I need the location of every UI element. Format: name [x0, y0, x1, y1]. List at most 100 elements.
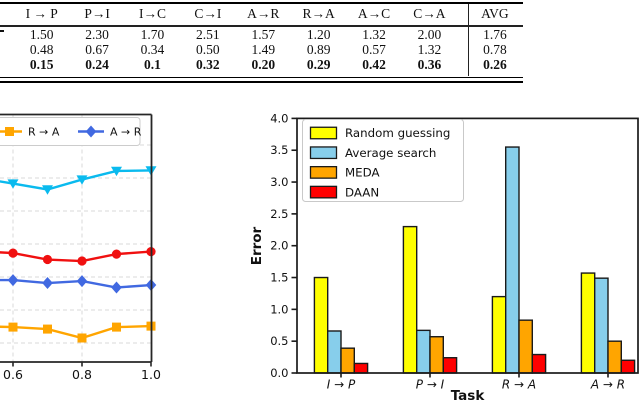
x-axis-category-label: P → I	[416, 378, 445, 392]
table-spacer-cell	[457, 6, 468, 21]
data-point-marker	[43, 324, 52, 334]
data-point-marker	[77, 256, 87, 266]
legend-swatch	[309, 185, 338, 199]
x-axis-title: Task	[451, 388, 486, 404]
bar-average-search	[594, 277, 609, 374]
line-series	[0, 250, 152, 263]
x-axis-tick-label: 0.8	[72, 367, 92, 382]
legend-label: Average search	[345, 146, 436, 160]
y-axis-tick-label: 0.5	[270, 334, 288, 348]
legend-swatch	[309, 146, 338, 160]
data-point-marker	[42, 277, 53, 290]
table-row: 1.50 2.30 1.70 2.51 1.57 1.20 1.32 2.00 1.76	[14, 27, 521, 42]
bar-meda	[607, 340, 623, 374]
data-point-marker	[7, 179, 19, 189]
table-header-cell: A→C	[357, 6, 391, 21]
table-bottom-rule-1	[0, 76, 523, 78]
table-cell: 1.32	[362, 26, 386, 42]
bar-daan	[353, 362, 369, 374]
table-cell: 0.57	[362, 41, 386, 57]
table-cell: 1.57	[251, 26, 276, 42]
table-row: 0.15 0.24 0.1 0.32 0.20 0.29 0.42 0.36 0.26	[14, 57, 521, 72]
table-cell: 0.48	[29, 41, 54, 57]
bar-meda	[518, 319, 534, 374]
y-axis-tick-label: 4.0	[270, 111, 288, 125]
data-point-marker	[77, 333, 87, 343]
bar-meda	[429, 336, 445, 374]
bar-daan	[442, 357, 458, 374]
clipped-row-label-fragment	[0, 30, 4, 32]
table-cell: 1.76	[483, 26, 507, 42]
table-cell: 0.24	[85, 56, 109, 72]
legend-label: Random guessing	[345, 126, 450, 140]
table-cell: 1.20	[306, 26, 331, 42]
table-cell: 0.15	[29, 56, 54, 72]
table-cell: 0.78	[483, 41, 507, 57]
legend-box	[302, 119, 464, 202]
table-cell: 0.42	[362, 56, 386, 72]
table-header-rule	[0, 25, 523, 27]
bar-meda	[340, 347, 356, 374]
data-point-marker	[76, 175, 88, 185]
table-spacer-cell	[457, 42, 468, 57]
table-header-cell: C→A	[413, 6, 446, 21]
table-cell: 0.34	[140, 41, 165, 57]
table-cell: 2.30	[85, 26, 109, 42]
legend-label: DAAN	[345, 185, 379, 199]
x-axis-category-label: I → P	[327, 378, 356, 392]
line-series	[0, 169, 152, 191]
bar-average-search	[416, 329, 431, 374]
bar-random-guessing	[313, 276, 329, 374]
x-axis-tick-label: 1.0	[141, 367, 161, 382]
line-series	[0, 278, 152, 289]
table-header-cell: I → P	[25, 6, 58, 21]
table-header-row: I → P P→I I→C C→I A→R R→A A→C C→A AVG	[14, 6, 521, 21]
x-axis-category-label: R → A	[502, 378, 536, 392]
table-header-cell: AVG	[481, 6, 509, 21]
y-axis-tick-label: 1.5	[270, 271, 288, 285]
data-point-marker	[42, 185, 53, 195]
data-point-marker	[112, 322, 121, 332]
bar-average-search	[327, 330, 342, 374]
data-point-marker	[5, 127, 14, 136]
line-series	[0, 324, 152, 340]
bar-chart: 0.0 0.5 1.0 1.5 2.0 2.5 3.0 3.5 4.0 I → P P → I R →…	[249, 111, 639, 404]
table-cell: 0.36	[417, 56, 442, 72]
table-header-cell: I→C	[138, 6, 166, 21]
bar-random-guessing	[580, 272, 596, 374]
data-point-marker	[8, 248, 18, 258]
y-axis-tick-label: 3.5	[270, 143, 288, 157]
table-cell: 0.32	[196, 56, 220, 72]
data-point-marker	[111, 281, 122, 294]
table-spacer-cell	[457, 27, 468, 42]
y-axis-tick-label: 1.0	[270, 302, 288, 316]
table-cell: 0.50	[196, 41, 220, 57]
bar-daan	[620, 359, 636, 374]
table-cell: 1.49	[251, 41, 276, 57]
table-row: 0.48 0.67 0.34 0.50 1.49 0.89 0.57 1.32 0.78	[14, 42, 521, 57]
x-axis-category-label: A → R	[590, 378, 625, 392]
table-header-cell: C→I	[194, 6, 222, 21]
table-spacer-cell	[457, 57, 468, 72]
data-point-marker	[42, 254, 53, 265]
data-point-marker	[7, 274, 19, 287]
bar-random-guessing	[491, 295, 507, 374]
y-axis-tick-label: 3.0	[270, 175, 288, 189]
bar-daan	[531, 353, 547, 374]
table-cell: 0.26	[483, 56, 507, 72]
table-cell: 1.70	[140, 26, 165, 42]
table-header-cell: A→R	[247, 6, 280, 21]
table-avg-separator	[468, 4, 470, 76]
bar-random-guessing	[402, 225, 418, 374]
x-axis-tick-label: 0.6	[3, 367, 23, 382]
legend-label: R → A	[28, 126, 60, 139]
table-header-cell: R→A	[302, 6, 335, 21]
y-axis-tick-label: 2.0	[270, 239, 288, 253]
legend-box	[0, 117, 141, 146]
legend-label: MEDA	[345, 166, 380, 180]
data-point-marker	[76, 275, 88, 288]
table-cell: 0.29	[306, 56, 331, 72]
table-cell: 1.32	[417, 41, 442, 57]
data-point-marker	[111, 249, 122, 259]
